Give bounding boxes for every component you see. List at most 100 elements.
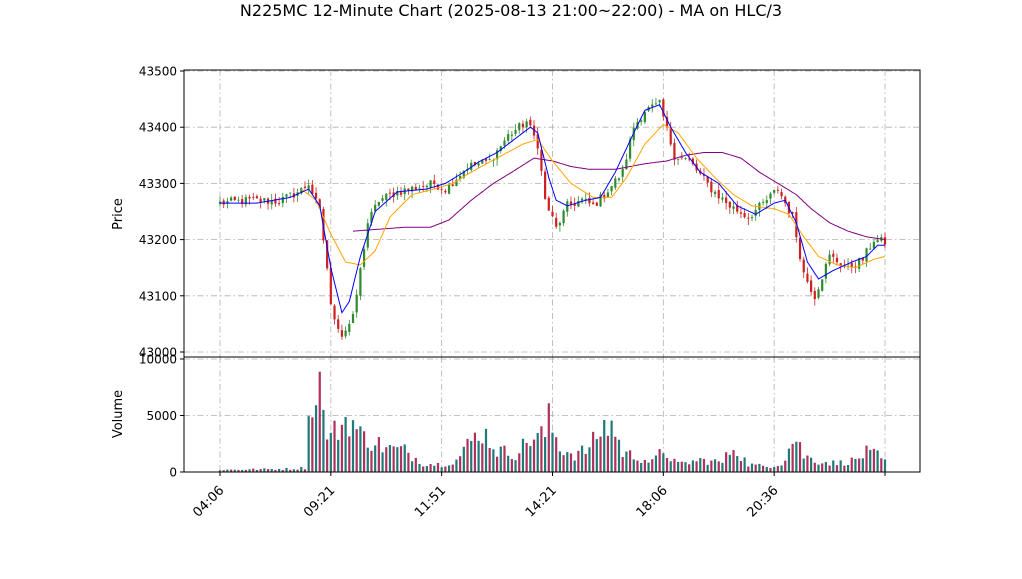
volume-bar <box>399 446 403 472</box>
candle-body <box>388 192 392 194</box>
volume-bar <box>244 469 247 472</box>
volume-bar <box>835 465 839 472</box>
volume-bar <box>436 462 440 472</box>
volume-bar <box>355 429 358 472</box>
candle-body <box>440 189 443 191</box>
volume-bar <box>551 432 554 472</box>
volume-bar <box>787 448 791 472</box>
volume-bar <box>758 463 761 472</box>
volume-bar <box>595 439 598 472</box>
candle-body <box>547 197 550 211</box>
candle-body <box>255 196 259 199</box>
volume-tick-label: 10000 <box>139 353 177 367</box>
candle-body <box>813 291 816 300</box>
volume-bar <box>433 465 436 472</box>
volume-bar <box>625 451 628 472</box>
candle-body <box>566 201 569 212</box>
volume-bar <box>828 465 831 472</box>
candle-body <box>713 191 717 194</box>
volume-bar <box>322 409 325 472</box>
candle-body <box>337 319 340 329</box>
candle-body <box>791 212 794 214</box>
volume-tick-label: 5000 <box>146 409 177 423</box>
volume-bar <box>861 458 864 472</box>
volume-bar <box>488 447 491 472</box>
volume-bar <box>806 455 809 472</box>
candle-body <box>536 134 539 149</box>
candle-body <box>499 146 502 151</box>
candle-body <box>436 184 440 190</box>
candle-body <box>562 210 565 224</box>
candle-body <box>540 149 543 171</box>
volume-bar <box>725 452 728 472</box>
volume-bar <box>865 445 868 472</box>
candle-body <box>399 192 403 195</box>
volume-bar <box>492 449 495 472</box>
volume-bar <box>359 426 362 472</box>
volume-bar <box>314 405 318 472</box>
candle-body <box>617 178 621 180</box>
candle-body <box>688 158 691 160</box>
candle-body <box>665 116 669 127</box>
candle-body <box>810 280 813 292</box>
x-tick-label: 18:06 <box>634 483 671 520</box>
volume-bar <box>813 462 816 472</box>
volume-bar <box>447 465 451 472</box>
candle-body <box>802 259 805 273</box>
volume-bar <box>263 468 266 472</box>
candle-body <box>832 253 835 257</box>
x-axis: 04:06 09:21 11:51 14:21 18:06 20:36 <box>190 472 886 520</box>
volume-bar <box>514 460 517 472</box>
candle-body <box>747 217 750 219</box>
candle-body <box>529 119 532 126</box>
volume-bar <box>411 461 414 472</box>
volume-bar <box>558 451 561 472</box>
volume-bar <box>784 460 787 472</box>
candle-body <box>314 192 318 199</box>
volume-axis-label: Volume <box>111 390 126 438</box>
candle-body <box>883 237 887 245</box>
volume-bar <box>532 439 536 472</box>
candle-body <box>340 330 344 337</box>
volume-bar <box>858 458 861 472</box>
volume-bar <box>592 431 595 472</box>
volume-bar <box>802 458 805 472</box>
volume-bar <box>374 445 377 472</box>
candle-body <box>640 120 643 122</box>
volume-bar <box>640 462 643 472</box>
volume-bar <box>684 462 687 472</box>
candle-body <box>769 193 772 199</box>
volume-bar <box>869 449 872 472</box>
volume-bar <box>643 460 646 472</box>
candle-body <box>311 184 314 194</box>
candle-body <box>854 266 857 268</box>
candle-body <box>481 159 484 164</box>
candle-body <box>584 198 587 201</box>
candle-body <box>662 99 665 117</box>
volume-bar <box>370 450 373 472</box>
volume-bar <box>362 431 366 472</box>
volume-bar <box>658 449 661 472</box>
chart-title: N225MC 12-Minute Chart (2025-08-13 21:00… <box>240 1 782 20</box>
volume-bar <box>632 459 635 472</box>
volume-bar <box>222 470 225 472</box>
candle-body <box>503 140 506 146</box>
candle-body <box>817 289 820 298</box>
candle-body <box>580 198 584 201</box>
candle-body <box>732 206 735 209</box>
volume-bar <box>340 424 344 472</box>
candle-body <box>625 159 628 170</box>
volume-bar <box>529 446 532 472</box>
candle-body <box>359 268 362 296</box>
volume-bar <box>665 458 669 472</box>
x-tick-label: 14:21 <box>523 483 560 520</box>
candle-body <box>773 190 776 193</box>
candle-body <box>736 205 739 212</box>
price-tick-label: 43300 <box>139 177 177 191</box>
volume-bar <box>628 450 632 472</box>
volume-bar <box>396 447 399 472</box>
candle-body <box>462 171 465 178</box>
volume-bar <box>769 468 772 472</box>
candle-body <box>411 186 414 192</box>
